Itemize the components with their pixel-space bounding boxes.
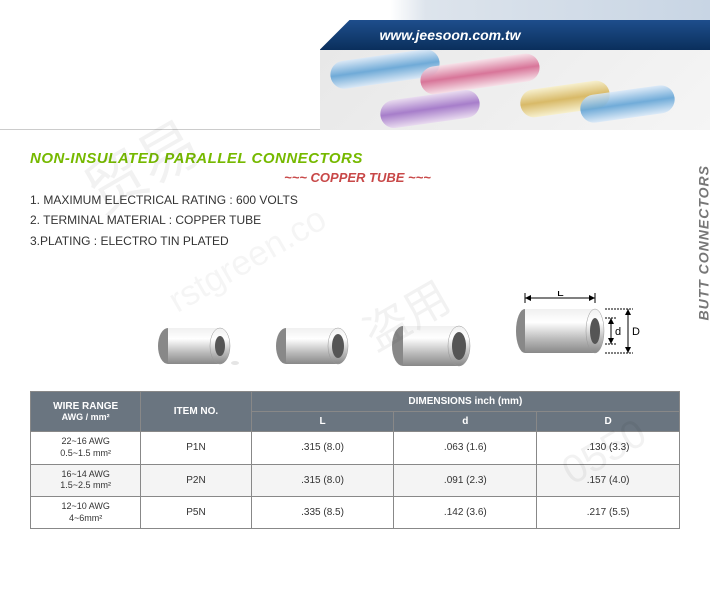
spec-line: 2. TERMINAL MATERIAL : COPPER TUBE [30,210,680,230]
dim-label-L: L [557,291,564,299]
table-row: 16~14 AWG1.5~2.5 mm² P2N .315 (8.0) .091… [31,464,680,496]
dim-label-d: d [615,326,621,338]
spec-line: 3.PLATING : ELECTRO TIN PLATED [30,231,680,251]
dim-label-D: D [632,326,640,338]
product-render-2 [268,321,358,371]
page-subtitle: ~~~ COPPER TUBE ~~~ [130,170,585,185]
th-d: d [394,412,537,432]
content-area: NON-INSULATED PARALLEL CONNECTORS ~~~ CO… [0,130,710,539]
header-banner: www.jeesoon.com.tw [0,0,710,130]
side-category-label: BUTT CONNECTORS [696,165,710,321]
page-title: NON-INSULATED PARALLEL CONNECTORS [30,150,680,167]
table-row: 12~10 AWG4~6mm² P5N .335 (8.5) .142 (3.6… [31,496,680,528]
product-images-row: L d D [30,261,680,391]
th-L: L [251,412,394,432]
banner-product-photo [320,50,710,130]
product-render-1 [150,321,240,371]
table-row: 22~16 AWG0.5~1.5 mm² P1N .315 (8.0) .063… [31,432,680,464]
spec-table: WIRE RANGE AWG / mm² ITEM NO. DIMENSIONS… [30,391,680,529]
dimension-diagram: L d D [505,291,640,371]
product-render-3 [387,321,477,371]
spec-list: 1. MAXIMUM ELECTRICAL RATING : 600 VOLTS… [30,190,680,251]
spec-line: 1. MAXIMUM ELECTRICAL RATING : 600 VOLTS [30,190,680,210]
th-item-no: ITEM NO. [141,392,251,432]
th-dimensions: DIMENSIONS inch (mm) [251,392,679,412]
header-url: www.jeesoon.com.tw [320,20,710,50]
th-D: D [537,412,680,432]
th-wire-range: WIRE RANGE AWG / mm² [31,392,141,432]
